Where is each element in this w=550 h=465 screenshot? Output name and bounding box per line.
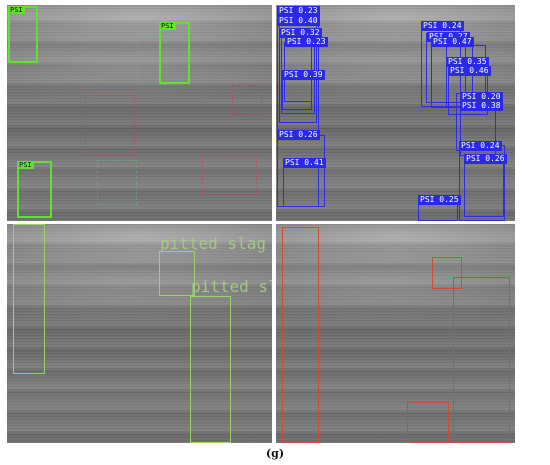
detection-label: PSI 0.23 — [277, 6, 320, 16]
ground-truth-box — [159, 251, 195, 296]
detection-label: PSI 0.47 — [431, 37, 474, 47]
ghost-mark — [232, 85, 262, 115]
panel-bottom-right — [276, 224, 515, 443]
result-box — [407, 402, 449, 443]
detection-box — [8, 6, 38, 63]
detection-label: PSI 0.24 — [459, 141, 502, 151]
detection-box — [159, 22, 190, 84]
detection-label: PSI 0.24 — [421, 21, 464, 31]
detection-box — [464, 155, 504, 217]
detection-label: PSI 0.25 — [418, 195, 461, 205]
ghost-mark — [137, 35, 167, 85]
steel-texture — [276, 224, 515, 443]
detection-label: PSI 0.41 — [283, 158, 326, 168]
result-box — [282, 227, 319, 443]
detection-label: PSI 0.46 — [448, 66, 491, 76]
ghost-mark — [97, 160, 137, 205]
detection-box — [283, 163, 319, 207]
detection-label: PSI 0.38 — [460, 101, 503, 111]
panel-top-left: PSI PSI PSI — [7, 5, 272, 221]
panel-divider-horizontal — [7, 221, 515, 224]
detection-label: PSI 0.39 — [282, 70, 325, 80]
detection-label: PSI 0.26 — [277, 130, 320, 140]
detection-tag: PSI — [159, 22, 176, 30]
detection-box — [282, 75, 312, 110]
panel-bottom-left: pitted slag i pitted sla — [7, 224, 272, 443]
figure-caption: (g) — [265, 447, 285, 460]
detection-tag: PSI — [17, 161, 34, 169]
result-box — [432, 257, 462, 289]
detection-label: PSI 0.35 — [446, 57, 489, 67]
detection-label: PSI 0.40 — [277, 16, 320, 26]
detection-tag: PSI — [8, 6, 25, 14]
ground-truth-label: pitted sla — [191, 277, 272, 296]
detection-label: PSI 0.26 — [464, 154, 507, 164]
ground-truth-box — [13, 224, 45, 374]
detection-label: PSI 0.32 — [279, 28, 322, 38]
ground-truth-box — [190, 296, 231, 443]
ghost-mark — [202, 155, 257, 195]
panel-top-right: PSI 0.23 PSI 0.40 PSI 0.32 PSI 0.23 PSI … — [276, 5, 515, 221]
ghost-mark — [85, 95, 135, 155]
detection-label: PSI 0.20 — [460, 92, 503, 102]
detection-box — [17, 161, 52, 218]
detection-label: PSI 0.23 — [285, 37, 328, 47]
steel-texture — [7, 224, 272, 443]
ground-truth-label: pitted slag i — [160, 234, 272, 253]
steel-highlight — [7, 224, 272, 443]
steel-highlight — [276, 224, 515, 443]
panel-divider-vertical — [272, 5, 276, 443]
result-box — [453, 277, 510, 443]
